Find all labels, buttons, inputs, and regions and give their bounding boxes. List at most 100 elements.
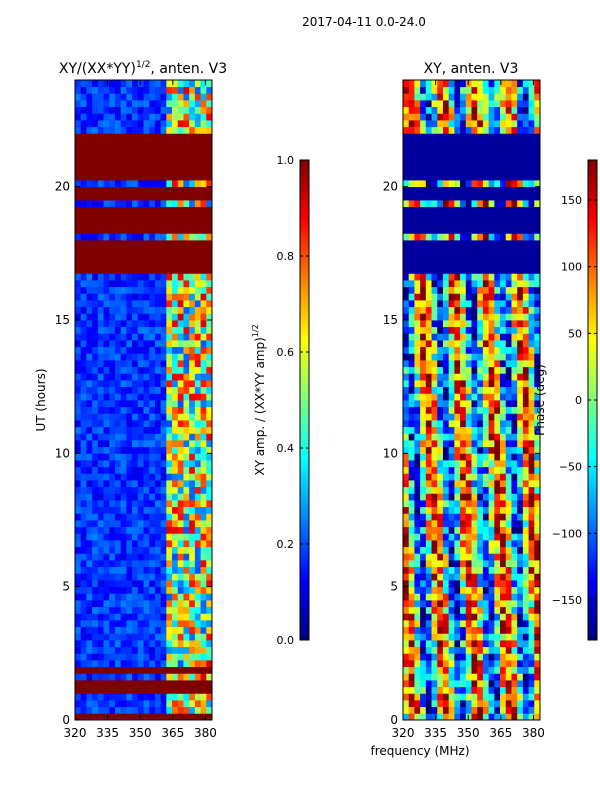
amplitude-heatmap-cell	[154, 300, 162, 308]
amplitude-heatmap-cell	[103, 426, 110, 434]
amplitude-heatmap-cell	[206, 486, 212, 494]
phase-heatmap-cell	[408, 180, 415, 188]
phase-heatmap-cell	[500, 126, 507, 134]
phase-heatmap-cell	[425, 380, 432, 388]
phase-heatmap-cell	[494, 233, 501, 241]
amplitude-heatmap-cell	[97, 546, 104, 554]
amplitude-heatmap-cell	[200, 420, 207, 428]
amplitude-heatmap-cell	[189, 593, 196, 601]
amplitude-heatmap-cell	[143, 233, 150, 241]
phase-heatmap-cell	[477, 680, 484, 688]
phase-heatmap-cell	[528, 140, 535, 148]
amplitude-heatmap-cell	[114, 406, 122, 414]
phase-heatmap-cell	[408, 666, 415, 674]
phase-heatmap-cell	[465, 333, 472, 341]
amplitude-heatmap-cell	[177, 693, 184, 701]
amplitude-heatmap-cell	[75, 186, 82, 194]
amplitude-heatmap-cell	[97, 213, 104, 221]
amplitude-heatmap-cell	[132, 586, 139, 594]
phase-heatmap-cell	[425, 566, 432, 574]
phase-heatmap-cell	[437, 213, 444, 221]
amplitude-heatmap-cell	[160, 133, 167, 141]
amplitude-heatmap-cell	[172, 686, 179, 694]
phase-heatmap-cell	[488, 700, 495, 708]
phase-heatmap-cell	[534, 300, 540, 308]
amplitude-heatmap-cell	[172, 320, 179, 328]
amplitude-heatmap-cell	[200, 100, 207, 108]
phase-heatmap-cell	[522, 420, 529, 428]
phase-heatmap-cell	[420, 226, 427, 234]
amplitude-heatmap-cell	[109, 653, 116, 661]
phase-heatmap-cell	[420, 393, 427, 401]
phase-heatmap-cell	[437, 413, 444, 421]
phase-heatmap-cell	[482, 706, 490, 714]
amplitude-heatmap-cell	[114, 520, 122, 528]
amplitude-heatmap-cell	[194, 693, 201, 701]
phase-heatmap-cell	[534, 406, 540, 414]
amplitude-heatmap-cell	[86, 440, 93, 448]
phase-heatmap-cell	[482, 453, 490, 461]
amplitude-heatmap-cell	[80, 560, 87, 568]
amplitude-heatmap-cell	[206, 440, 212, 448]
amplitude-heatmap-cell	[75, 260, 82, 268]
amplitude-heatmap-cell	[120, 553, 127, 561]
amplitude-heatmap-cell	[189, 453, 196, 461]
phase-heatmap-cell	[522, 166, 529, 174]
amplitude-heatmap-cell	[114, 200, 122, 208]
amplitude-heatmap-cell	[172, 480, 179, 488]
amplitude-heatmap-cell	[154, 553, 162, 561]
amplitude-heatmap-cell	[189, 293, 196, 301]
phase-heatmap-cell	[534, 313, 540, 321]
amplitude-heatmap-cell	[200, 646, 207, 654]
phase-heatmap-cell	[420, 193, 427, 201]
phase-heatmap-cell	[528, 440, 535, 448]
amplitude-heatmap-cell	[149, 413, 156, 421]
phase-heatmap-cell	[414, 160, 421, 168]
phase-heatmap-cell	[414, 146, 421, 154]
phase-heatmap-cell	[500, 626, 507, 634]
phase-heatmap-cell	[448, 693, 455, 701]
phase-heatmap-cell	[500, 206, 507, 214]
phase-heatmap-cell	[414, 466, 421, 474]
phase-heatmap-cell	[494, 440, 501, 448]
phase-heatmap-cell	[500, 500, 507, 508]
amplitude-heatmap-cell	[137, 280, 144, 288]
amplitude-heatmap-cell	[132, 333, 139, 341]
phase-heatmap-cell	[460, 666, 467, 674]
phase-heatmap-cell	[442, 386, 450, 394]
amplitude-heatmap-cell	[137, 680, 144, 688]
amplitude-heatmap-cell	[160, 426, 167, 434]
phase-heatmap-cell	[442, 640, 450, 648]
phase-heatmap-cell	[465, 500, 472, 508]
amplitude-heatmap-cell	[200, 666, 207, 674]
amplitude-heatmap-cell	[80, 160, 87, 168]
amplitude-heatmap-cell	[172, 120, 179, 128]
amplitude-heatmap-cell	[126, 433, 133, 441]
amplitude-heatmap-cell	[149, 380, 156, 388]
amplitude-heatmap-cell	[189, 93, 196, 101]
amplitude-heatmap-cell	[137, 526, 144, 534]
phase-heatmap-cell	[408, 373, 415, 381]
phase-heatmap-cell	[488, 320, 495, 328]
amplitude-heatmap-cell	[109, 166, 116, 174]
phase-heatmap-cell	[408, 453, 415, 461]
phase-heatmap-cell	[488, 306, 495, 314]
phase-heatmap-cell	[522, 340, 529, 348]
amplitude-heatmap-cell	[86, 100, 93, 108]
amplitude-heatmap-cell	[143, 180, 150, 188]
amplitude-heatmap-cell	[92, 153, 99, 161]
phase-heatmap-cell	[477, 186, 484, 194]
phase-heatmap-cell	[408, 673, 415, 681]
phase-heatmap-cell	[437, 680, 444, 688]
amplitude-heatmap-cell	[86, 366, 93, 374]
amplitude-heatmap-cell	[149, 120, 156, 128]
amplitude-heatmap-cell	[172, 166, 179, 174]
phase-heatmap-cell	[511, 233, 518, 241]
phase-heatmap-cell	[505, 213, 512, 221]
phase-heatmap-cell	[488, 646, 495, 654]
amplitude-heatmap-cell	[166, 320, 173, 328]
phase-heatmap-cell	[488, 553, 495, 561]
amplitude-heatmap-cell	[114, 353, 122, 361]
amplitude-heatmap-cell	[75, 386, 82, 394]
phase-heatmap-cell	[454, 593, 461, 601]
